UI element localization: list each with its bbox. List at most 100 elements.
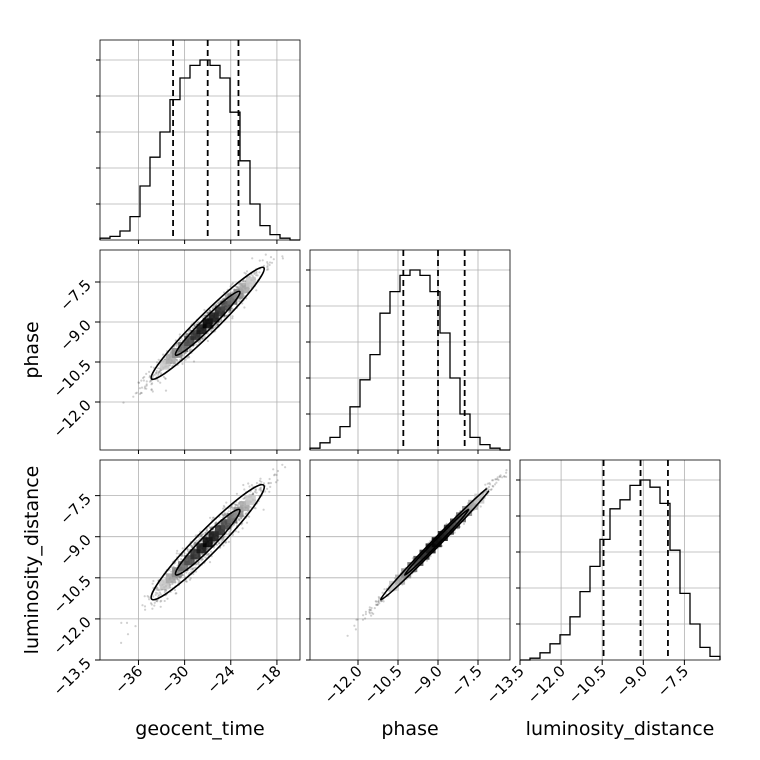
sample-point	[479, 505, 482, 508]
sample-point	[150, 365, 153, 368]
sample-point	[201, 558, 204, 561]
sample-point	[222, 297, 225, 301]
sample-point	[355, 618, 358, 621]
sample-point	[243, 496, 247, 499]
sample-point	[284, 457, 286, 459]
sample-point	[151, 582, 154, 585]
sample-point	[251, 257, 254, 260]
sample-point	[368, 612, 371, 615]
sample-point	[223, 506, 226, 509]
sample-point	[251, 274, 254, 277]
density-cell	[196, 324, 207, 335]
sample-point	[152, 595, 155, 598]
sample-point	[268, 261, 272, 264]
sample-point	[120, 621, 123, 625]
sample-point	[139, 391, 142, 394]
sample-point	[206, 311, 209, 314]
density-cell	[450, 518, 460, 529]
sample-point	[157, 595, 160, 598]
sample-point	[218, 535, 221, 538]
sample-point	[485, 489, 488, 492]
sample-point	[169, 351, 172, 354]
density-cell	[413, 555, 424, 566]
y-tick-label-phase: −9.0	[56, 316, 94, 354]
sample-point	[242, 497, 245, 500]
sample-point	[155, 369, 158, 373]
sample-point	[492, 479, 495, 482]
sample-point	[503, 475, 506, 478]
sample-point	[260, 480, 263, 483]
sample-point	[212, 540, 216, 543]
sample-point	[253, 490, 257, 493]
sample-point	[213, 305, 216, 308]
sample-point	[494, 478, 497, 481]
sample-point	[266, 266, 269, 269]
sample-point	[236, 286, 239, 290]
sample-point	[195, 563, 198, 566]
sample-point	[199, 534, 202, 537]
sample-point	[191, 327, 195, 330]
sample-point	[255, 274, 258, 277]
sample-point	[237, 517, 240, 521]
sample-point	[175, 552, 178, 555]
sample-point	[268, 477, 271, 481]
sample-point	[213, 326, 217, 329]
sample-point	[184, 358, 187, 361]
sample-point	[157, 380, 160, 383]
sample-point	[195, 539, 198, 542]
sample-point	[266, 262, 269, 265]
sample-point	[206, 311, 210, 314]
sample-point	[152, 579, 155, 583]
sample-point	[236, 505, 239, 508]
density-cell	[239, 282, 250, 293]
sample-point	[156, 600, 159, 603]
density-cell	[245, 495, 256, 506]
sample-point	[160, 372, 163, 375]
sample-point	[235, 503, 238, 506]
sample-point	[189, 349, 192, 352]
sample-point	[258, 479, 261, 482]
sample-point	[188, 356, 191, 359]
density-cell	[239, 501, 250, 512]
sample-point	[170, 570, 173, 573]
sample-point	[205, 529, 208, 532]
sample-point	[175, 592, 178, 595]
sample-point	[356, 618, 359, 621]
sample-point	[152, 375, 155, 378]
sample-point	[273, 474, 276, 477]
sample-point	[155, 371, 158, 374]
density-cell	[215, 306, 225, 317]
sample-point	[132, 395, 135, 398]
sample-point	[382, 600, 385, 603]
density-cell	[443, 524, 454, 535]
sample-point	[193, 541, 197, 544]
sample-point	[214, 325, 217, 328]
sample-point	[185, 333, 188, 336]
sample-point	[134, 625, 137, 628]
sample-point	[126, 633, 130, 636]
sample-point	[208, 561, 212, 564]
sample-point	[171, 582, 174, 586]
sample-point	[235, 285, 238, 288]
sample-point	[268, 482, 271, 485]
density-cell	[468, 499, 479, 510]
sample-point	[209, 516, 212, 519]
sample-point	[159, 381, 162, 384]
sample-point	[186, 356, 189, 359]
sample-point	[186, 548, 189, 551]
sample-point	[191, 568, 194, 571]
sample-point	[234, 530, 237, 533]
sample-point	[202, 532, 205, 536]
sample-point	[208, 525, 211, 528]
sample-point	[237, 300, 241, 303]
sample-point	[243, 488, 246, 491]
sample-point	[150, 603, 153, 606]
sample-point	[487, 488, 491, 491]
sample-point	[368, 606, 371, 609]
sample-point	[284, 466, 287, 469]
sample-point	[255, 272, 258, 275]
sample-point	[224, 513, 228, 516]
sample-point	[265, 268, 269, 271]
sample-point	[269, 256, 273, 259]
sample-point	[217, 301, 220, 305]
